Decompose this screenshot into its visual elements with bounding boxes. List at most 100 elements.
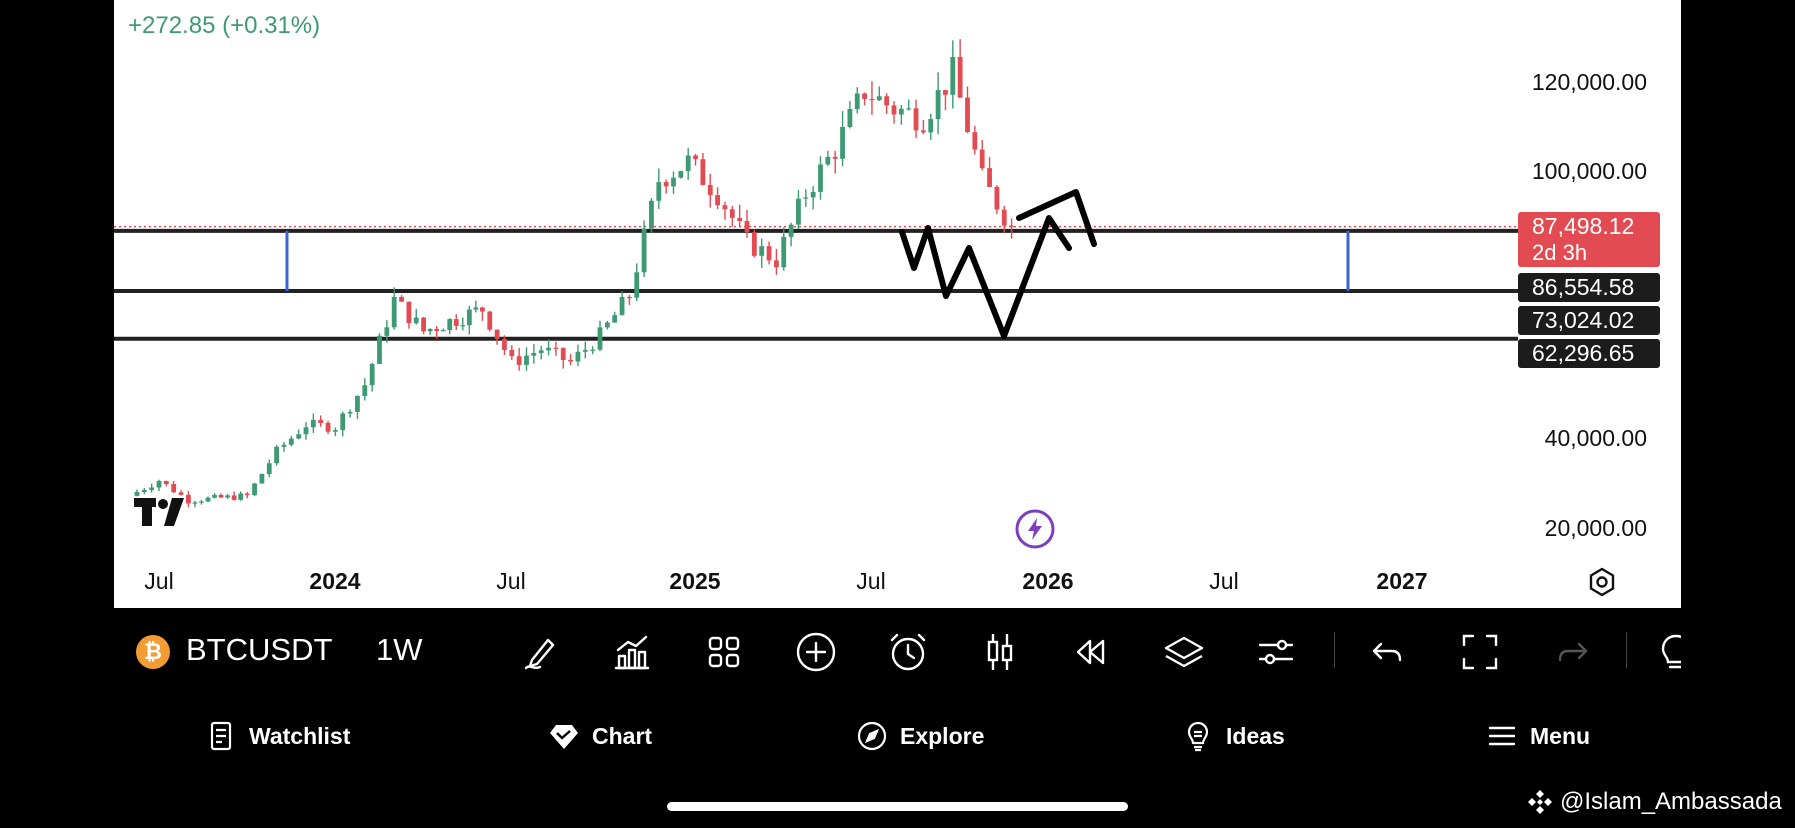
date-tick: Jul bbox=[144, 568, 174, 594]
candle-body bbox=[369, 363, 375, 386]
indicators-icon[interactable] bbox=[610, 630, 654, 674]
date-tick: 2026 bbox=[1022, 568, 1074, 594]
candle-body bbox=[876, 96, 882, 101]
add-icon[interactable] bbox=[794, 630, 838, 674]
home-indicator bbox=[667, 802, 1128, 811]
candle-body bbox=[252, 483, 257, 496]
candle-body bbox=[818, 164, 823, 192]
candle-body bbox=[318, 419, 324, 423]
chart-area[interactable]: +272.85 (+0.31%) 120,000.00 100,000.00 4… bbox=[114, 0, 1681, 608]
candle-body bbox=[898, 108, 904, 115]
chart-toolbar: ₿ BTCUSDT 1W bbox=[114, 608, 1681, 692]
symbol-selector[interactable]: BTCUSDT bbox=[186, 632, 333, 667]
candle-body bbox=[619, 297, 625, 316]
candle-body bbox=[796, 198, 801, 225]
candle-body bbox=[921, 130, 926, 133]
toolbar-divider bbox=[1626, 632, 1627, 668]
candle-body bbox=[460, 325, 466, 327]
candle-body bbox=[634, 272, 640, 298]
candle-body bbox=[641, 228, 647, 273]
nav-watchlist[interactable]: Watchlist bbox=[205, 716, 350, 756]
brush-icon[interactable] bbox=[518, 630, 562, 674]
candle-body bbox=[524, 355, 529, 365]
candle-body bbox=[225, 495, 230, 498]
replay-icon[interactable] bbox=[1070, 630, 1114, 674]
candle-body bbox=[751, 232, 757, 256]
candle-body bbox=[612, 315, 618, 323]
chart-diamond-icon bbox=[550, 725, 578, 749]
price-chart[interactable] bbox=[114, 0, 1681, 608]
nav-label: Watchlist bbox=[249, 722, 351, 749]
nav-ideas[interactable]: Ideas bbox=[1182, 716, 1285, 756]
level-badge: 62,296.65 bbox=[1518, 339, 1660, 368]
candle-body bbox=[391, 297, 397, 328]
fullscreen-icon[interactable] bbox=[1458, 630, 1502, 674]
date-tick: Jul bbox=[496, 568, 526, 594]
candle-body bbox=[656, 182, 662, 201]
forecast-drawing bbox=[899, 189, 1097, 339]
candle-body bbox=[163, 481, 169, 485]
layout-icon[interactable] bbox=[702, 630, 746, 674]
candle-body bbox=[325, 422, 331, 432]
candle-body bbox=[737, 217, 743, 222]
candle-body bbox=[266, 463, 272, 475]
layers-icon[interactable] bbox=[1162, 630, 1206, 674]
ideas-icon[interactable] bbox=[1654, 630, 1681, 674]
candle-body bbox=[141, 490, 147, 493]
nav-menu[interactable]: Menu bbox=[1486, 716, 1590, 756]
candle-body bbox=[156, 481, 162, 488]
compass-icon bbox=[857, 721, 887, 751]
bar-countdown: 2d 3h bbox=[1532, 240, 1588, 265]
price-tick: 120,000.00 bbox=[1531, 69, 1647, 95]
candle-body bbox=[832, 156, 838, 159]
candle-body bbox=[134, 492, 140, 496]
candle-body bbox=[700, 159, 706, 185]
undo-icon[interactable] bbox=[1366, 630, 1410, 674]
toolbar-divider bbox=[1334, 632, 1335, 668]
price-change: +272.85 (+0.31%) bbox=[128, 12, 321, 39]
candle-body bbox=[979, 149, 985, 169]
candles-icon[interactable] bbox=[978, 630, 1022, 674]
bitcoin-icon: ₿ bbox=[136, 635, 170, 669]
alert-icon[interactable] bbox=[886, 630, 930, 674]
candle-body bbox=[1001, 209, 1007, 226]
candle-body bbox=[582, 349, 588, 352]
candle-body bbox=[453, 319, 459, 326]
candle-body bbox=[987, 168, 992, 187]
nav-label: Chart bbox=[592, 722, 653, 749]
candle-body bbox=[575, 351, 581, 362]
candle-body bbox=[810, 191, 816, 198]
candle-body bbox=[487, 311, 493, 330]
candle-body bbox=[516, 356, 522, 365]
candle-body bbox=[509, 349, 515, 357]
watermark-text: @Islam_Ambassada bbox=[1560, 788, 1782, 815]
candle-body bbox=[766, 246, 772, 261]
nav-chart[interactable]: Chart bbox=[548, 716, 652, 756]
date-tick: Jul bbox=[1209, 568, 1239, 594]
candle-body bbox=[590, 349, 596, 351]
settings-sliders-icon[interactable] bbox=[1254, 630, 1298, 674]
candle-body bbox=[296, 434, 302, 439]
redo-icon[interactable] bbox=[1550, 630, 1594, 674]
candle-body bbox=[972, 132, 978, 150]
current-price-value: 87,498.12 bbox=[1532, 213, 1635, 239]
candle-body bbox=[440, 330, 446, 332]
flash-icon[interactable] bbox=[1014, 508, 1056, 550]
candle-body bbox=[212, 494, 217, 498]
price-tick: 40,000.00 bbox=[1544, 425, 1647, 451]
candle-body bbox=[238, 493, 244, 500]
nav-explore[interactable]: Explore bbox=[856, 716, 984, 756]
candle-body bbox=[678, 171, 684, 178]
chart-settings-icon[interactable] bbox=[1586, 566, 1618, 598]
candle-body bbox=[854, 93, 860, 109]
interval-selector[interactable]: 1W bbox=[376, 632, 423, 667]
nav-label: Menu bbox=[1530, 722, 1591, 749]
date-tick: 2024 bbox=[309, 568, 361, 594]
candle-body bbox=[281, 444, 287, 447]
candle-body bbox=[891, 105, 897, 115]
candle-body bbox=[774, 260, 779, 268]
candle-body bbox=[421, 317, 426, 332]
candle-body bbox=[546, 347, 551, 351]
tradingview-logo bbox=[134, 498, 184, 526]
candle-body bbox=[274, 446, 279, 464]
